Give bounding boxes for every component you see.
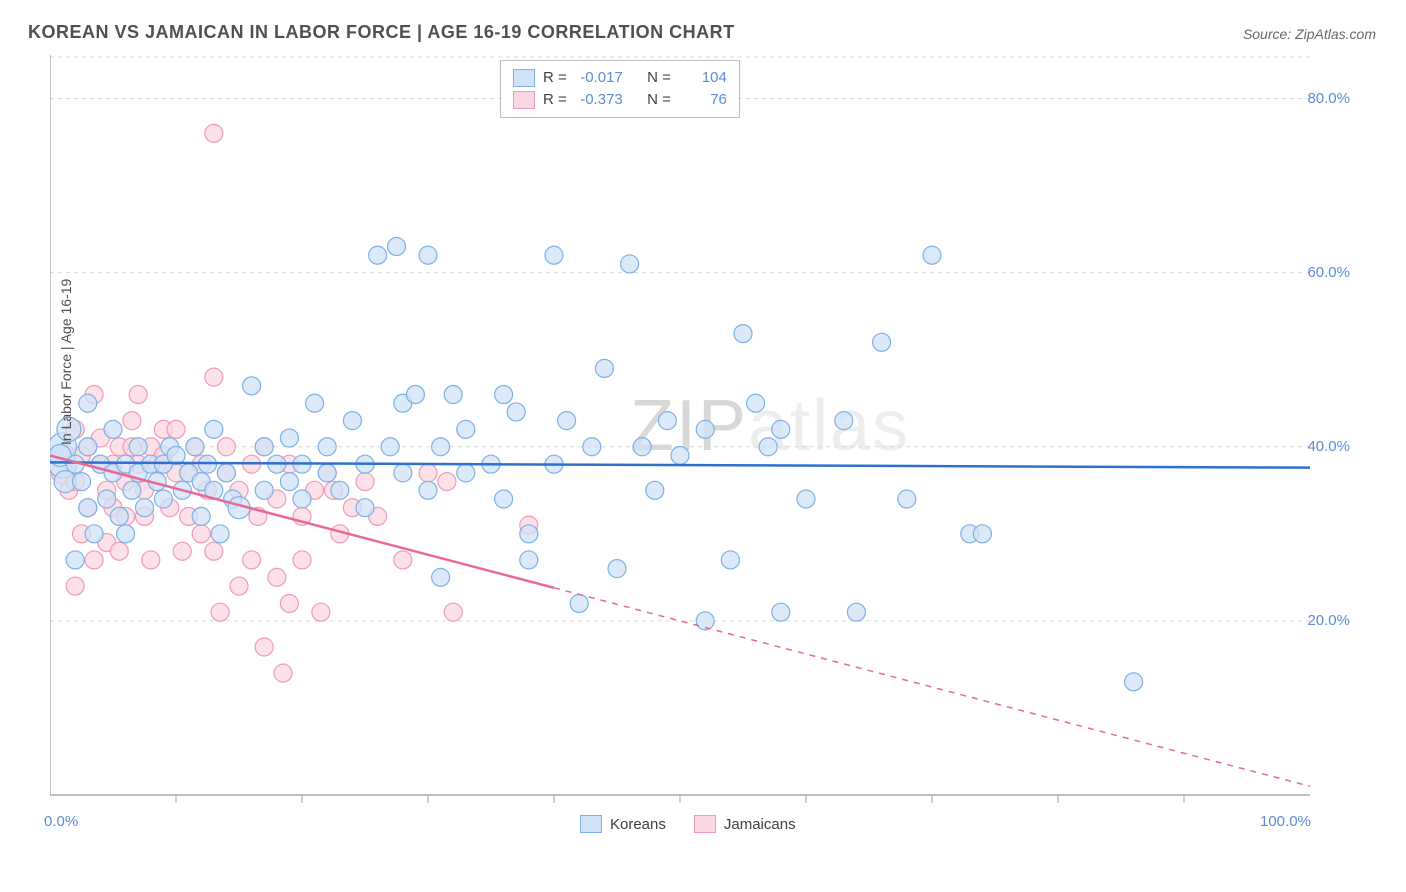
scatter-svg: [50, 55, 1350, 855]
y-tick-60: 60.0%: [1307, 264, 1350, 281]
plot-area: ZIPatlas In Labor Force | Age 16-19 80.0…: [50, 55, 1350, 825]
stats-row-jamaicans: R = -0.373 N = 76: [513, 89, 727, 111]
source-label: Source: ZipAtlas.com: [1243, 26, 1376, 42]
y-tick-80: 80.0%: [1307, 90, 1350, 107]
r-label: R =: [543, 67, 567, 89]
series-legend: Koreans Jamaicans: [580, 815, 796, 833]
stats-row-koreans: R = -0.017 N = 104: [513, 67, 727, 89]
legend-item-koreans: Koreans: [580, 815, 666, 833]
legend-item-jamaicans: Jamaicans: [694, 815, 796, 833]
stats-legend: R = -0.017 N = 104 R = -0.373 N = 76: [500, 60, 740, 118]
x-tick-min: 0.0%: [44, 813, 78, 830]
n-value-jamaicans: 76: [679, 89, 727, 111]
r-label: R =: [543, 89, 567, 111]
swatch-koreans: [580, 815, 602, 833]
n-value-koreans: 104: [679, 67, 727, 89]
y-tick-20: 20.0%: [1307, 612, 1350, 629]
y-axis-label: In Labor Force | Age 16-19: [58, 279, 74, 445]
x-tick-max: 100.0%: [1260, 813, 1311, 830]
legend-label-koreans: Koreans: [610, 816, 666, 833]
chart-title: KOREAN VS JAMAICAN IN LABOR FORCE | AGE …: [28, 22, 735, 43]
swatch-jamaicans: [513, 91, 535, 109]
swatch-koreans: [513, 69, 535, 87]
n-label: N =: [647, 67, 671, 89]
r-value-koreans: -0.017: [575, 67, 623, 89]
y-tick-40: 40.0%: [1307, 438, 1350, 455]
swatch-jamaicans: [694, 815, 716, 833]
r-value-jamaicans: -0.373: [575, 89, 623, 111]
legend-label-jamaicans: Jamaicans: [724, 816, 796, 833]
n-label: N =: [647, 89, 671, 111]
